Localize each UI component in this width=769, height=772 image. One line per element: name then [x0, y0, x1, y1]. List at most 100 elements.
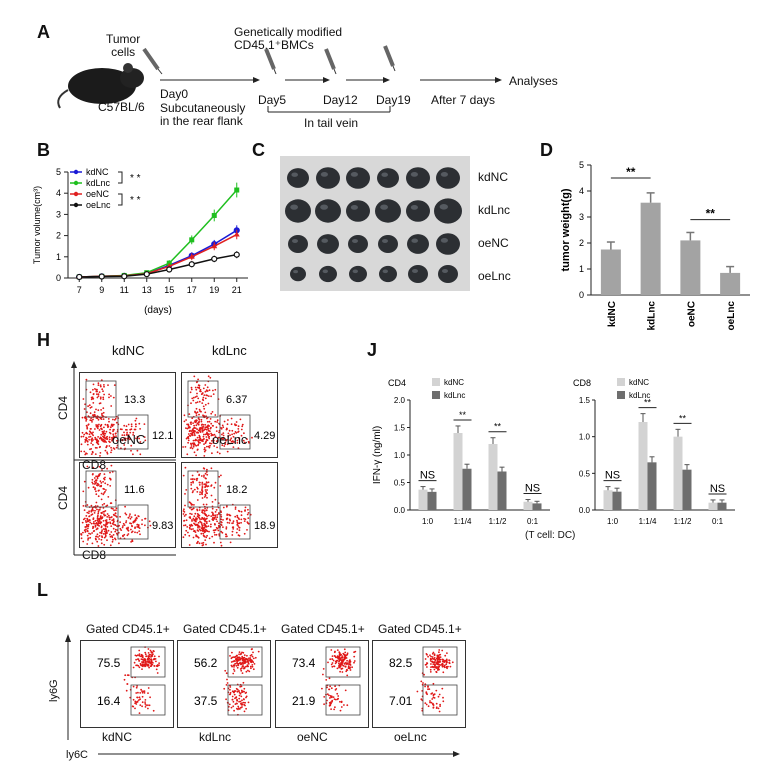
event-dot	[144, 517, 146, 520]
event-dot	[196, 499, 199, 501]
event-dot	[132, 705, 135, 708]
event-dot	[236, 439, 239, 442]
event-dot	[86, 524, 88, 527]
event-dot	[208, 537, 211, 540]
event-dot	[83, 480, 86, 483]
event-dot	[184, 493, 186, 495]
legend-swatch	[617, 378, 625, 386]
event-dot	[215, 440, 218, 443]
event-dot	[199, 388, 202, 391]
event-dot	[200, 532, 203, 535]
mouse-strain-label: C57BL/6	[98, 100, 145, 114]
event-dot	[198, 400, 201, 403]
event-dot	[190, 484, 193, 486]
event-dot	[127, 516, 130, 519]
event-dot	[231, 690, 234, 693]
event-dot	[195, 454, 197, 457]
legend-label: kdNC	[86, 167, 109, 177]
x-tick-label: 0:1	[712, 517, 724, 526]
event-dot	[91, 421, 93, 423]
event-dot	[144, 524, 146, 527]
event-dot	[196, 487, 199, 490]
event-dot	[249, 654, 252, 657]
event-dot	[229, 519, 231, 522]
event-dot	[193, 529, 196, 532]
event-dot	[198, 438, 200, 441]
event-dot	[87, 486, 90, 489]
event-dot	[92, 486, 95, 488]
event-dot	[91, 481, 94, 484]
event-dot	[340, 706, 343, 708]
tumor	[287, 168, 309, 188]
event-dot	[96, 440, 98, 442]
event-dot	[430, 663, 432, 665]
event-dot	[206, 496, 208, 499]
event-dot	[204, 494, 207, 497]
event-dot	[80, 537, 83, 540]
legend-label: kdLnc	[629, 391, 650, 400]
event-dot	[130, 528, 132, 531]
event-dot	[193, 375, 196, 378]
event-dot	[95, 490, 97, 493]
event-dot	[87, 527, 89, 530]
event-dot	[82, 505, 85, 507]
event-dot	[123, 437, 126, 440]
event-dot	[88, 532, 90, 535]
event-dot	[135, 417, 138, 420]
event-dot	[240, 521, 242, 524]
event-dot	[237, 705, 240, 708]
event-dot	[102, 493, 105, 496]
bmcs-label: CD45.1⁺BMCs	[234, 38, 314, 52]
event-dot	[251, 655, 254, 658]
event-dot	[240, 510, 243, 513]
event-dot	[241, 699, 243, 702]
event-dot	[341, 663, 344, 665]
event-dot	[432, 682, 435, 685]
event-dot	[199, 429, 201, 432]
j-xlabel: (T cell: DC)	[525, 530, 576, 541]
event-dot	[136, 531, 139, 534]
event-dot	[111, 535, 113, 537]
event-dot	[235, 421, 238, 423]
event-dot	[330, 687, 333, 690]
legend-label: oeLnc	[86, 200, 111, 210]
event-dot	[126, 437, 129, 440]
data-point	[211, 243, 218, 249]
event-dot	[429, 660, 432, 662]
event-dot	[426, 653, 428, 656]
event-dot	[134, 423, 137, 426]
event-dot	[190, 513, 193, 515]
event-dot	[188, 526, 191, 529]
event-dot	[197, 521, 200, 524]
syringe-icon-day5	[264, 48, 277, 75]
event-dot	[104, 449, 107, 452]
event-dot	[115, 507, 118, 510]
event-dot	[93, 480, 96, 483]
event-dot	[123, 424, 126, 427]
event-dot	[235, 696, 238, 699]
event-dot	[105, 436, 108, 439]
bar-kdNC	[708, 502, 718, 510]
event-dot	[219, 541, 222, 544]
event-dot	[153, 658, 156, 661]
legend-swatch	[432, 391, 440, 399]
event-dot	[92, 431, 94, 434]
gate-cd4	[187, 470, 219, 508]
event-dot	[126, 683, 129, 685]
event-dot	[206, 515, 208, 518]
event-dot	[147, 707, 149, 710]
event-dot	[207, 525, 210, 527]
legend-label: kdLnc	[86, 178, 111, 188]
event-dot	[197, 378, 199, 381]
event-dot	[97, 536, 99, 538]
subq-label-2: in the rear flank	[160, 114, 243, 128]
event-dot	[91, 508, 94, 511]
event-dot	[191, 474, 194, 477]
event-dot	[147, 692, 149, 694]
event-dot	[118, 542, 120, 545]
event-dot	[196, 508, 198, 511]
event-dot	[229, 686, 232, 688]
event-dot	[222, 434, 225, 437]
event-dot	[193, 504, 195, 506]
event-dot	[150, 651, 153, 654]
